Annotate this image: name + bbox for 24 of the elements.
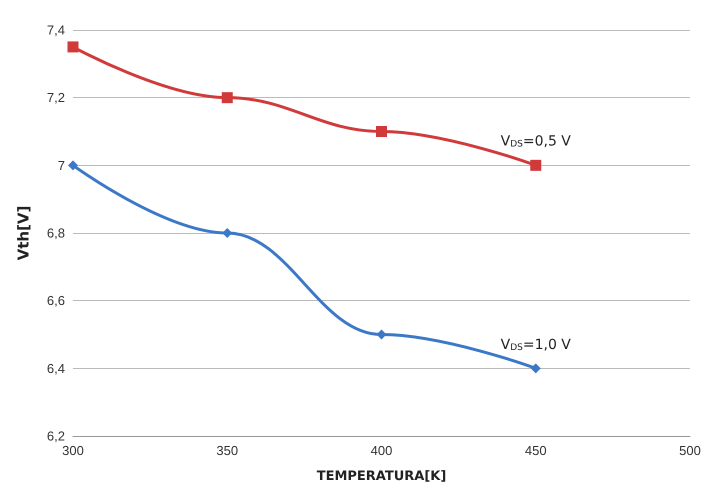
point xyxy=(530,160,542,171)
x-tick-label: 400 xyxy=(370,443,392,458)
y-tick-label: 7,4 xyxy=(46,22,65,38)
x-tick-label: 300 xyxy=(62,443,84,458)
y-tick-label: 7,2 xyxy=(46,90,65,106)
point xyxy=(376,126,387,137)
point xyxy=(68,160,78,170)
point xyxy=(376,330,386,340)
y-tick-label: 6,8 xyxy=(46,226,65,240)
x-tick-label: 450 xyxy=(524,443,547,458)
y-tick-label: 6,6 xyxy=(46,293,65,308)
x-axis-title: TEMPERATURA[K] xyxy=(316,469,446,484)
y-tick-label: 6,4 xyxy=(46,360,65,376)
x-tick-label: 350 xyxy=(216,443,238,458)
x-tick-label: 500 xyxy=(679,443,701,458)
point xyxy=(68,41,78,52)
y-tick-label: 6,2 xyxy=(46,428,65,444)
y-tick-label: 7 xyxy=(58,158,65,173)
point xyxy=(222,228,232,238)
series-label: VDS=0,5 V xyxy=(500,133,572,150)
series-label: VDS=1,0 V xyxy=(500,336,572,353)
point xyxy=(530,363,541,374)
y-axis-title: Vth[V] xyxy=(14,206,32,260)
point xyxy=(222,92,233,104)
